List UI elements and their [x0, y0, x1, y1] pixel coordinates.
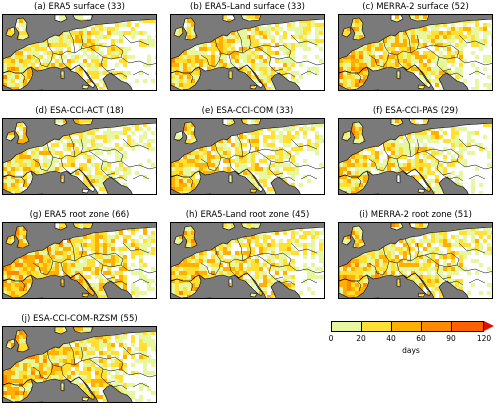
- colorbar-unit-label: days: [402, 346, 420, 355]
- colorbar-tick-label: 90: [446, 334, 456, 343]
- panel-title: (b) ERA5-Land surface (33): [190, 2, 305, 12]
- map-g: [2, 222, 157, 299]
- map-d: [2, 118, 157, 195]
- panel-g: (g) ERA5 root zone (66): [2, 210, 157, 299]
- coastlines: [339, 15, 492, 90]
- colorbar-tick-label: 0: [328, 334, 334, 343]
- panel-title: (d) ESA-CCI-ACT (18): [35, 106, 124, 116]
- colorbar: [331, 321, 484, 332]
- panel-e: (e) ESA-CCI-COM (33): [170, 106, 325, 195]
- panel-j: (j) ESA-CCI-COM-RZSM (55): [2, 314, 157, 403]
- map-j: [2, 326, 157, 403]
- panel-title: (i) MERRA-2 root zone (51): [359, 210, 472, 220]
- panel-title: (j) ESA-CCI-COM-RZSM (55): [21, 314, 138, 324]
- country-borders: [188, 30, 324, 84]
- panel-f: (f) ESA-CCI-PAS (29): [338, 106, 493, 195]
- colorbar-segment: [391, 321, 421, 332]
- europe-map: [339, 119, 492, 194]
- map-a: [2, 14, 157, 91]
- colorbar-extend-arrow: [484, 321, 494, 331]
- map-b: [170, 14, 325, 91]
- panel-d: (d) ESA-CCI-ACT (18): [2, 106, 157, 195]
- map-i: [338, 222, 493, 299]
- europe-map: [3, 327, 156, 402]
- europe-map: [3, 119, 156, 194]
- panel-title: (g) ERA5 root zone (66): [29, 210, 130, 220]
- europe-map: [3, 15, 156, 90]
- europe-map: [171, 119, 324, 194]
- panel-title: (f) ESA-CCI-PAS (29): [372, 106, 459, 116]
- country-borders: [188, 238, 324, 292]
- panel-title: (a) ERA5 surface (33): [34, 2, 125, 12]
- country-borders: [188, 134, 324, 188]
- country-borders: [356, 30, 492, 84]
- panel-b: (b) ERA5-Land surface (33): [170, 2, 325, 91]
- panel-title: (h) ERA5-Land root zone (45): [185, 210, 310, 220]
- map-e: [170, 118, 325, 195]
- colorbar-tick-label: 60: [416, 334, 426, 343]
- colorbar-legend: days 0 20 40 60 90 120: [328, 321, 497, 361]
- country-borders: [20, 134, 156, 188]
- europe-map: [339, 223, 492, 298]
- colorbar-tick-label: 20: [356, 334, 366, 343]
- coastlines: [171, 119, 324, 194]
- country-borders: [20, 238, 156, 292]
- map-h: [170, 222, 325, 299]
- europe-map: [171, 223, 324, 298]
- europe-map: [171, 15, 324, 90]
- colorbar-segment: [451, 321, 484, 332]
- panel-c: (c) MERRA-2 surface (52): [338, 2, 493, 91]
- map-f: [338, 118, 493, 195]
- panel-h: (h) ERA5-Land root zone (45): [170, 210, 325, 299]
- panel-title: (c) MERRA-2 surface (52): [362, 2, 469, 12]
- panel-a: (a) ERA5 surface (33): [2, 2, 157, 91]
- colorbar-segment: [331, 321, 361, 332]
- country-borders: [356, 134, 492, 188]
- map-c: [338, 14, 493, 91]
- europe-map: [3, 223, 156, 298]
- country-borders: [20, 342, 156, 396]
- country-borders: [20, 30, 156, 84]
- colorbar-tick-label: 120: [476, 334, 492, 343]
- colorbar-tick-label: 40: [386, 334, 396, 343]
- colorbar-segment: [361, 321, 391, 332]
- europe-map: [339, 15, 492, 90]
- panel-i: (i) MERRA-2 root zone (51): [338, 210, 493, 299]
- colorbar-segment: [421, 321, 451, 332]
- country-borders: [356, 238, 492, 292]
- panel-title: (e) ESA-CCI-COM (33): [201, 106, 294, 116]
